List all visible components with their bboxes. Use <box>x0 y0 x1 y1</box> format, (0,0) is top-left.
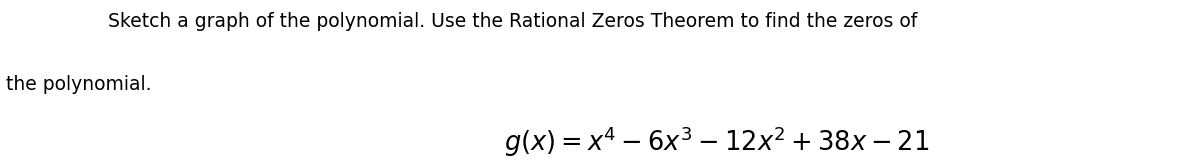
Text: $g(x) = x^4 - 6x^3 - 12x^2 + 38x - 21$: $g(x) = x^4 - 6x^3 - 12x^2 + 38x - 21$ <box>504 124 930 159</box>
Text: Sketch a graph of the polynomial. Use the Rational Zeros Theorem to find the zer: Sketch a graph of the polynomial. Use th… <box>108 12 917 31</box>
Text: the polynomial.: the polynomial. <box>6 75 151 94</box>
